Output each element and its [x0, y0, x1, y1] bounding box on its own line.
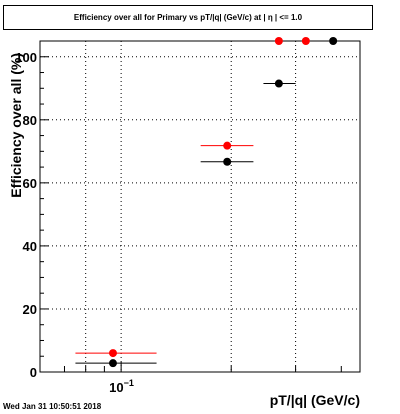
data-point-s0-p2: [274, 37, 283, 45]
data-point-s0-p1: [223, 141, 232, 150]
y-tick-label: 100: [15, 50, 37, 65]
data-marks: [75, 37, 338, 368]
axis-ticks: [40, 40, 342, 373]
y-tick-label: 40: [23, 239, 37, 254]
y-tick-label: 80: [23, 113, 37, 128]
y-axis-label: Efficiency over all (%): [8, 53, 24, 198]
y-tick-label: 0: [30, 365, 37, 380]
data-point-s0-p3: [301, 37, 310, 45]
data-point-s1-p3: [329, 37, 338, 45]
data-point-s1-p1: [223, 157, 232, 166]
plot-frame: [39, 40, 361, 373]
chart-title: Efficiency over all for Primary vs pT/|q…: [73, 13, 303, 22]
chart-title-box: Efficiency over all for Primary vs pT/|q…: [3, 5, 373, 30]
y-tick-label: 60: [23, 176, 37, 191]
data-point-s0-p0: [108, 349, 117, 358]
data-point-s1-p0: [108, 359, 117, 368]
tick-labels: 0 20 40 60 80 100 10−1: [15, 50, 134, 395]
timestamp: Wed Jan 31 10:50:51 2018: [3, 402, 102, 411]
x-tick-label: 10−1: [109, 378, 134, 395]
y-tick-label: 20: [23, 302, 37, 317]
x-axis-label: pT/|q| (GeV/c): [270, 392, 360, 408]
grid: [40, 41, 360, 372]
data-point-s1-p2: [274, 79, 283, 88]
